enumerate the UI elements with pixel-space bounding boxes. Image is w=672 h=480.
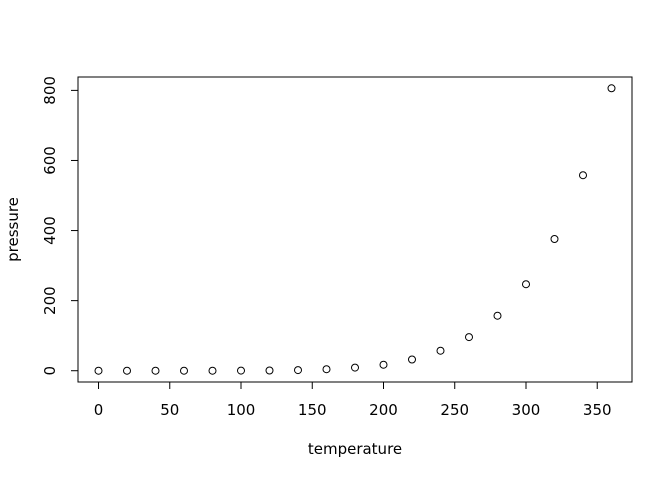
data-point <box>294 366 302 375</box>
data-point <box>408 355 416 364</box>
data-point <box>151 366 160 375</box>
x-axis-tick-label: 150 <box>298 401 327 419</box>
y-axis-tick-label: 800 <box>41 76 59 105</box>
data-point <box>94 366 103 375</box>
x-axis-tick-label: 50 <box>160 401 179 419</box>
x-axis-tick-label: 0 <box>94 401 104 419</box>
y-axis-tick-label: 400 <box>41 216 59 245</box>
y-axis-label: pressure <box>4 197 22 262</box>
y-axis-tick-label: 200 <box>41 286 59 315</box>
plot-border <box>77 76 633 383</box>
data-point <box>436 346 445 355</box>
data-point <box>265 366 274 375</box>
x-axis-tick-label: 100 <box>227 401 256 419</box>
data-point <box>351 363 359 372</box>
data-point <box>208 366 217 375</box>
data-point <box>237 366 245 375</box>
x-axis-tick-label: 300 <box>512 401 541 419</box>
data-point <box>607 84 616 93</box>
x-axis-tick-label: 200 <box>369 401 398 419</box>
data-point <box>550 235 559 243</box>
data-point <box>379 360 388 369</box>
y-axis-tick-label: 600 <box>41 146 59 175</box>
data-point <box>579 171 587 180</box>
x-axis-label: temperature <box>308 440 402 458</box>
x-axis-tick-label: 350 <box>583 401 612 419</box>
data-point <box>465 333 473 342</box>
data-point <box>322 365 331 374</box>
data-point <box>180 366 188 375</box>
y-axis-tick-label: 0 <box>41 366 59 376</box>
data-point <box>493 311 502 320</box>
x-axis-tick-label: 250 <box>440 401 469 419</box>
data-point <box>522 280 530 289</box>
data-point <box>123 366 131 375</box>
